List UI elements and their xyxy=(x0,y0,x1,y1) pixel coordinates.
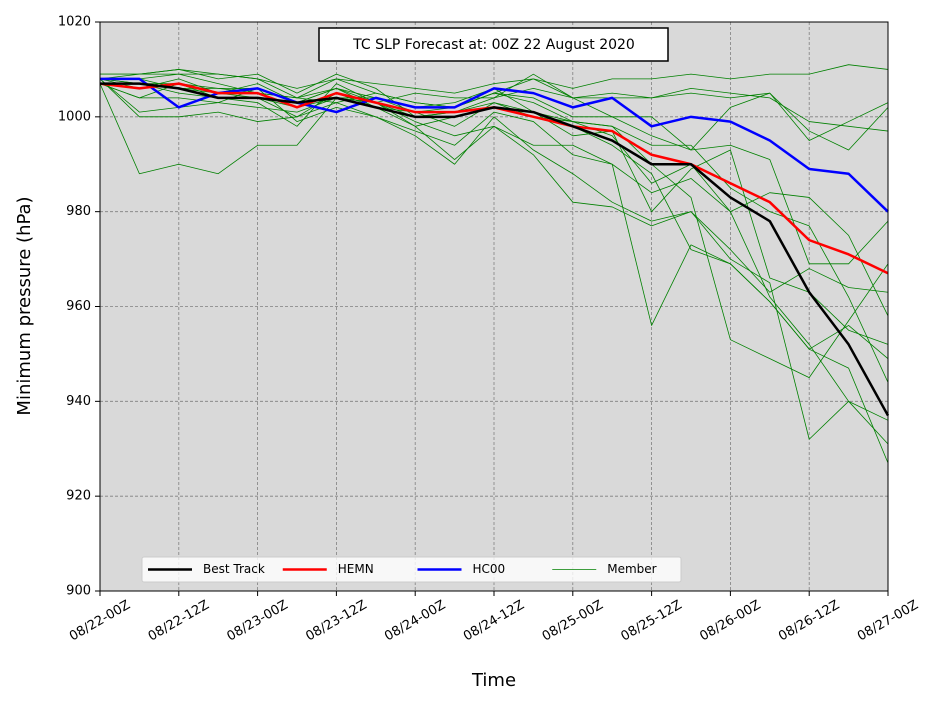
legend-label: Member xyxy=(607,562,656,576)
x-tick-label: 08/22-00Z xyxy=(67,598,133,645)
x-tick-label: 08/22-12Z xyxy=(146,598,212,645)
y-tick-label: 940 xyxy=(66,394,91,409)
x-tick-label: 08/24-12Z xyxy=(461,598,527,645)
y-tick-label: 980 xyxy=(66,204,91,219)
x-tick-label: 08/25-00Z xyxy=(540,598,606,645)
series-line xyxy=(100,82,890,417)
series-line xyxy=(100,77,889,213)
title-box xyxy=(318,27,669,62)
y-tick-label: 920 xyxy=(66,489,91,504)
y-tick-label: 960 xyxy=(66,299,91,314)
member-line xyxy=(99,73,889,151)
chart-title: TC SLP Forecast at: 00Z 22 August 2020 xyxy=(352,37,635,53)
y-tick-label: 900 xyxy=(66,584,91,599)
legend: Best Track HEMN HC00 Member xyxy=(141,556,682,583)
x-tick-label: 08/26-00Z xyxy=(697,598,763,645)
lines xyxy=(99,64,890,464)
x-tick-label: 08/24-00Z xyxy=(382,598,448,645)
legend-label: Best Track xyxy=(203,562,265,576)
x-tick-label: 08/23-12Z xyxy=(303,598,369,645)
member-line xyxy=(99,83,889,359)
x-tick-label: 08/25-12Z xyxy=(619,598,685,645)
legend-label: HC00 xyxy=(473,562,506,576)
y-tick-label: 1020 xyxy=(58,15,91,30)
x-tick-label: 08/27-00Z xyxy=(855,598,921,645)
y-axis-label: Minimum pressure (hPa) xyxy=(14,196,35,415)
member-line xyxy=(99,83,889,440)
x-axis-label: Time xyxy=(471,670,516,691)
legend-label: HEMN xyxy=(338,562,374,576)
x-tick-label: 08/23-00Z xyxy=(225,598,291,645)
x-tick-label: 08/26-12Z xyxy=(776,598,842,645)
legend-box xyxy=(141,556,682,583)
y-tick-label: 1000 xyxy=(58,109,91,124)
member-line xyxy=(100,69,889,151)
